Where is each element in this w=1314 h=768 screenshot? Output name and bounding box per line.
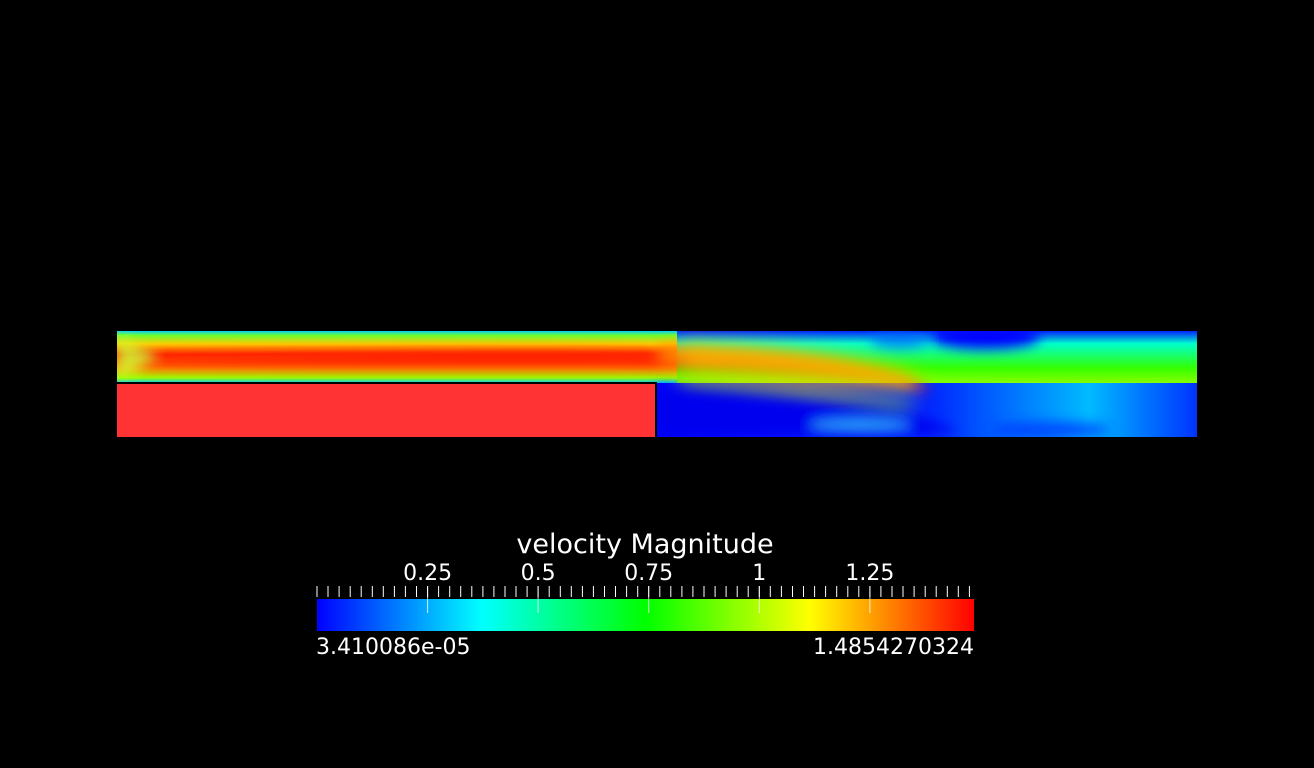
scalar-bar-tick-label: 0.25 xyxy=(403,561,453,586)
scalar-bar-range-max: 1.4854270324 xyxy=(813,635,974,660)
scalar-bar-tick-label: 1.25 xyxy=(845,561,895,586)
scalar-bar-minor-ticks xyxy=(316,586,970,597)
scalar-bar-title: velocity Magnitude xyxy=(516,529,774,560)
scalar-bar-range-min: 3.410086e-05 xyxy=(316,635,471,660)
scalar-bar-tick-label: 1 xyxy=(752,561,767,586)
scalar-bar xyxy=(316,586,974,631)
scalar-bar-major-ticks xyxy=(427,586,871,613)
scalar-bar-tick-label: 0.75 xyxy=(624,561,674,586)
step-boundary-outline xyxy=(117,382,657,437)
solid-step-block xyxy=(117,383,656,437)
scalar-bar-gradient xyxy=(317,599,974,631)
scalar-bar-tick-label: 0.5 xyxy=(520,561,556,586)
